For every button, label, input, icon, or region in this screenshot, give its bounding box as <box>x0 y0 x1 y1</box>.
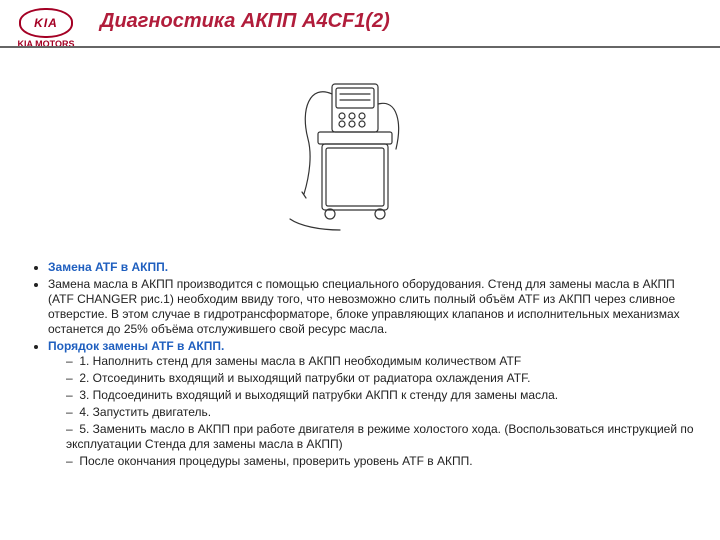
title-rule <box>0 46 720 48</box>
logo-mark: KIA <box>19 8 73 38</box>
step-2: 2. Отсоединить входящий и выходящий патр… <box>66 371 702 386</box>
heading-procedure: Порядок замены ATF в АКПП. <box>48 339 224 353</box>
body-text: Замена ATF в АКПП. Замена масла в АКПП п… <box>30 260 702 471</box>
atf-changer-diagram <box>260 54 440 234</box>
step-final: После окончания процедуры замены, провер… <box>66 454 702 469</box>
step-3: 3. Подсоединить входящий и выходящий пат… <box>66 388 702 403</box>
page-title: Диагностика АКПП A4CF1(2) <box>100 10 390 33</box>
paragraph-atf-change: Замена масла в АКПП производится с помощ… <box>48 277 702 337</box>
step-4: 4. Запустить двигатель. <box>66 405 702 420</box>
brand-logo: KIA KIA MOTORS <box>12 8 80 49</box>
heading-atf-change: Замена ATF в АКПП. <box>48 260 168 274</box>
slide: KIA KIA MOTORS Диагностика АКПП A4CF1(2) <box>0 0 720 540</box>
step-5: 5. Заменить масло в АКПП при работе двиг… <box>66 422 702 452</box>
procedure-steps: 1. Наполнить стенд для замены масла в АК… <box>48 354 702 469</box>
step-1: 1. Наполнить стенд для замены масла в АК… <box>66 354 702 369</box>
